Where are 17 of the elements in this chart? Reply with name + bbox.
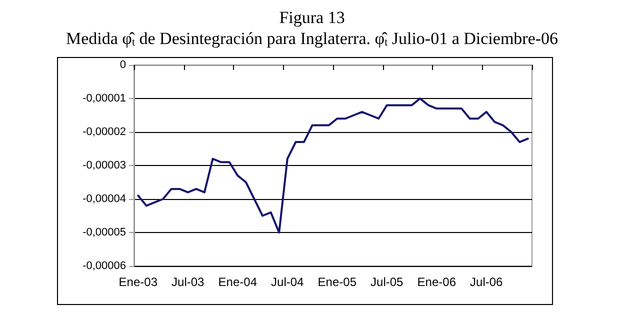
x-tick-label: Ene-06 bbox=[417, 275, 456, 289]
x-tick-label: Ene-05 bbox=[318, 275, 357, 289]
x-tick-label: Ene-03 bbox=[118, 275, 158, 289]
x-tick-label: Jul-03 bbox=[172, 275, 205, 289]
y-tick-label: -0,00006 bbox=[82, 260, 126, 272]
y-tick-label: -0,00002 bbox=[82, 126, 126, 138]
y-tick-label: 0 bbox=[120, 59, 126, 71]
y-tick-label: -0,00003 bbox=[82, 160, 126, 172]
x-tick-label: Jul-06 bbox=[470, 275, 504, 289]
y-tick-label: -0,00001 bbox=[82, 92, 126, 104]
line-series bbox=[137, 98, 529, 234]
x-tick-label: Jul-05 bbox=[370, 275, 404, 289]
x-tick-label: Jul-04 bbox=[271, 275, 304, 289]
chart-title: Figura 13 bbox=[279, 8, 345, 27]
y-tick-label: -0,00004 bbox=[82, 193, 126, 205]
y-tick-label: -0,00005 bbox=[82, 226, 126, 238]
x-tick-label: Ene-04 bbox=[218, 275, 258, 289]
